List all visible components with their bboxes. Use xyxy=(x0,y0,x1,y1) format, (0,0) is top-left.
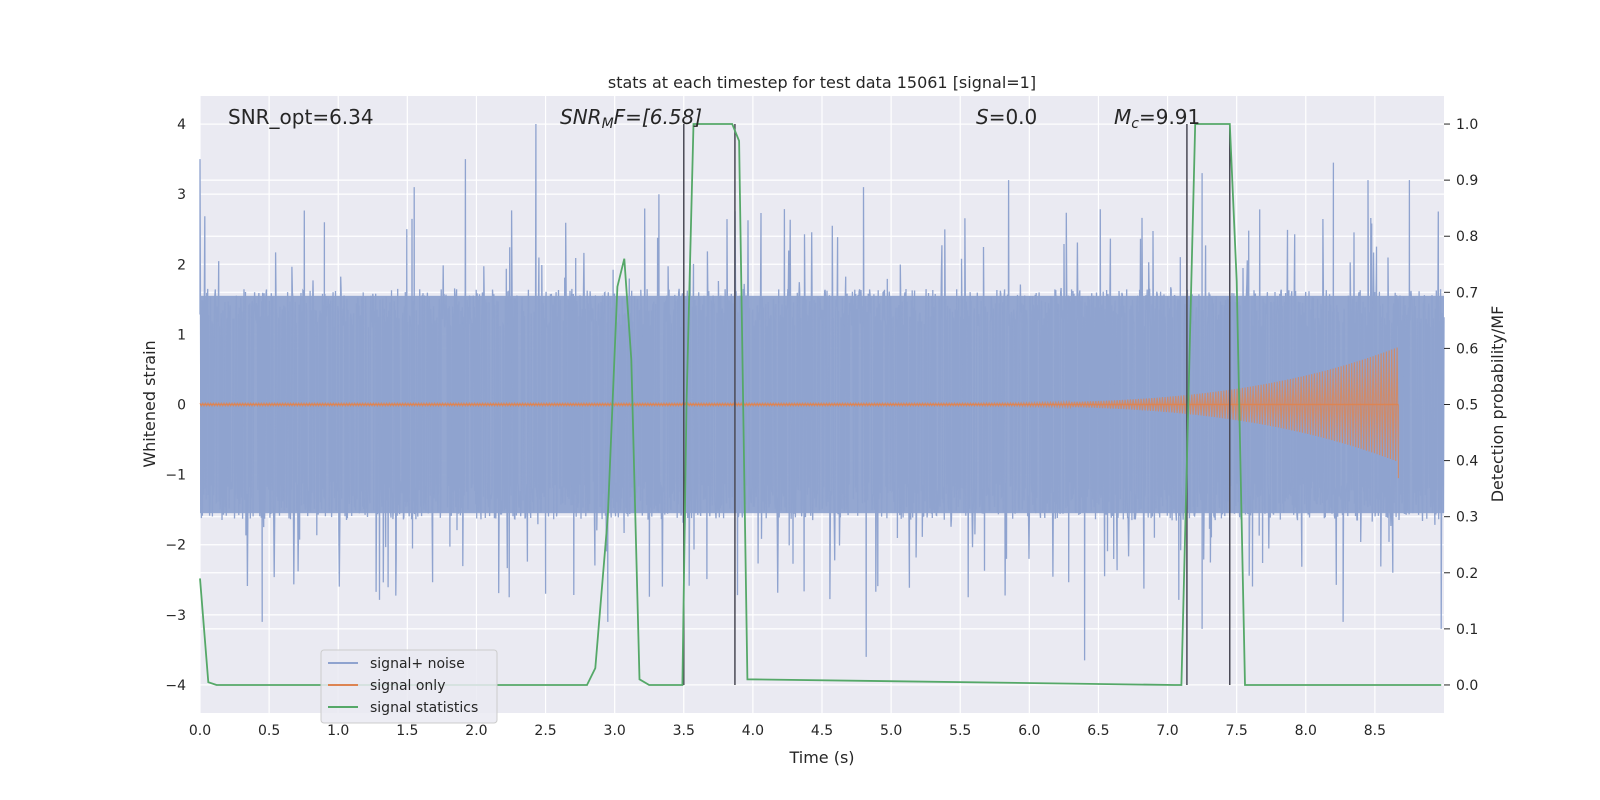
y-axis-label-right: Detection probability/MF xyxy=(1488,306,1507,503)
y-tick-label-right: 0.0 xyxy=(1456,678,1478,694)
x-tick-label: 8.0 xyxy=(1295,723,1317,739)
y-tick-label-left: −4 xyxy=(165,678,186,694)
y-tick-label-left: 4 xyxy=(177,117,186,133)
x-tick-label: 7.0 xyxy=(1156,723,1178,739)
y-tick-label-left: −3 xyxy=(165,608,186,624)
y-tick-label-left: 3 xyxy=(177,187,186,203)
y-tick-label-right: 0.1 xyxy=(1456,622,1478,638)
y-tick-label-left: −2 xyxy=(165,538,186,554)
y-tick-label-right: 0.5 xyxy=(1456,398,1478,414)
annotation-mc-sub: c xyxy=(1131,116,1139,132)
x-tick-label: 6.5 xyxy=(1087,723,1109,739)
signal-series xyxy=(199,347,1399,479)
x-tick-label: 3.5 xyxy=(673,723,695,739)
y-tick-label-right: 0.2 xyxy=(1456,566,1478,582)
y-tick-label-right: 0.6 xyxy=(1456,341,1478,357)
x-tick-label: 6.0 xyxy=(1018,723,1040,739)
y-tick-label-right: 0.8 xyxy=(1456,229,1478,245)
x-tick-label: 0.5 xyxy=(258,723,280,739)
annotation-snr-mf-sub: M xyxy=(602,116,614,132)
annotation-s-rest: =0.0 xyxy=(989,105,1038,129)
x-tick-label: 1.0 xyxy=(327,723,349,739)
legend-label-stat: signal statistics xyxy=(370,700,478,716)
legend-box xyxy=(320,649,498,724)
stat-series xyxy=(199,123,1442,686)
annotation-mc: Mc=9.91 xyxy=(1114,105,1200,132)
x-tick-label: 4.0 xyxy=(742,723,764,739)
y-tick-label-right: 0.4 xyxy=(1456,454,1478,470)
annotation-mc-name: M xyxy=(1114,105,1131,129)
legend: signal+ noise signal only signal statist… xyxy=(320,649,498,724)
x-tick-label: 2.0 xyxy=(465,723,487,739)
legend-label-noise: signal+ noise xyxy=(370,656,465,672)
y-tick-label-right: 1.0 xyxy=(1456,117,1478,133)
y-tick-label-left: 2 xyxy=(177,257,186,273)
y-tick-label-right: 0.7 xyxy=(1456,285,1478,301)
x-tick-label: 7.5 xyxy=(1226,723,1248,739)
x-tick-label: 4.5 xyxy=(811,723,833,739)
annotation-mc-rest: =9.91 xyxy=(1139,105,1200,129)
x-axis-label: Time (s) xyxy=(788,748,854,767)
x-tick-label: 3.0 xyxy=(604,723,626,739)
chart-title: stats at each timestep for test data 150… xyxy=(608,73,1036,92)
annotation-s-name: S xyxy=(976,105,989,129)
y-tick-label-left: 1 xyxy=(177,327,186,343)
annotation-snr-opt: SNR_opt=6.34 xyxy=(228,105,374,129)
annotation-snr-mf-name: SNR xyxy=(560,105,602,129)
y-tick-label-left: −1 xyxy=(165,468,186,484)
annotation-snr-mf: SNRMF=[6.58] xyxy=(560,105,702,132)
x-tick-label: 0.0 xyxy=(189,723,211,739)
annotation-s: S=0.0 xyxy=(976,105,1037,129)
x-tick-label: 5.0 xyxy=(880,723,902,739)
x-tick-label: 8.5 xyxy=(1364,723,1386,739)
x-tick-label: 5.5 xyxy=(949,723,971,739)
y-axis-label-left: Whitened strain xyxy=(140,340,159,467)
legend-label-signal: signal only xyxy=(370,678,445,694)
annotation-snr-mf-rest: F=[6.58] xyxy=(614,105,702,129)
y-tick-label-left: 0 xyxy=(177,398,186,414)
ticks: 0.0 0.5 1.0 1.5 2.0 2.5 3.0 3.5 4.0 4.5 5.0 5.5 6.0 6… xyxy=(165,117,1478,739)
x-tick-label: 2.5 xyxy=(534,723,556,739)
x-tick-label: 1.5 xyxy=(396,723,418,739)
y-tick-label-right: 0.9 xyxy=(1456,173,1478,189)
stat-line xyxy=(199,123,1442,686)
y-tick-label-right: 0.3 xyxy=(1456,510,1478,526)
